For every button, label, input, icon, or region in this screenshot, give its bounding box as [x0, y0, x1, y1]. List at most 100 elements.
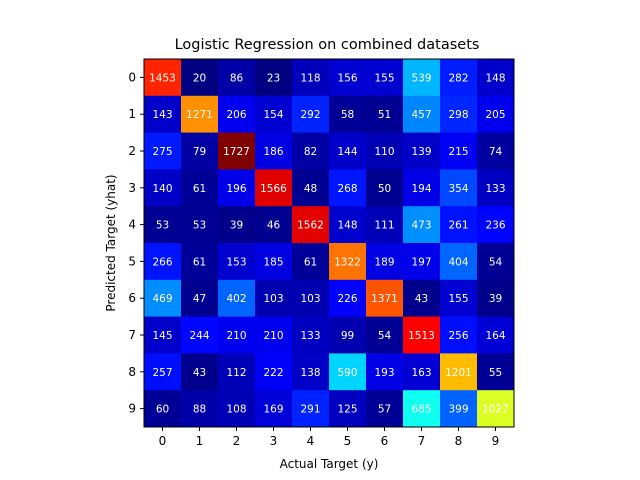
cell-value-label: 196 [226, 183, 246, 195]
x-tick-label: 6 [381, 434, 389, 448]
cell-value-label: 108 [226, 404, 246, 416]
heatmap-cell [477, 316, 515, 354]
heatmap-cell [144, 169, 182, 207]
cell-value-label: 61 [193, 256, 206, 268]
cell-value-label: 145 [152, 330, 172, 342]
y-tick-label: 2 [128, 144, 136, 158]
cell-value-label: 155 [374, 72, 394, 84]
cell-value-label: 206 [226, 109, 246, 121]
cell-value-label: 244 [189, 330, 209, 342]
cell-value-label: 185 [263, 256, 283, 268]
cell-value-label: 1322 [334, 256, 361, 268]
heatmap-cell-labels: 1453 20 86 23 118 156 155 539 282 148 143 1271 206 15… [149, 72, 509, 415]
heatmap-cell [292, 279, 330, 318]
cell-value-label: 1271 [186, 109, 213, 121]
cell-value-label: 23 [267, 72, 280, 84]
cell-value-label: 79 [193, 146, 206, 158]
y-tick-label: 0 [128, 70, 136, 84]
cell-value-label: 55 [489, 367, 502, 379]
heatmap-cell [144, 316, 182, 354]
heatmap-cell [292, 206, 330, 244]
heatmap-cell [218, 316, 256, 354]
heatmap-cell [218, 353, 256, 391]
x-tick-label: 9 [492, 434, 500, 448]
heatmap-cell [255, 243, 293, 281]
heatmap-cell [403, 132, 441, 170]
heatmap-cell [440, 353, 478, 391]
heatmap-cell [144, 279, 182, 318]
heatmap-cell [366, 390, 404, 428]
cell-value-label: 112 [226, 367, 246, 379]
cell-value-label: 54 [489, 256, 503, 268]
cell-value-label: 197 [411, 256, 431, 268]
heatmap-cell [218, 95, 256, 134]
cell-value-label: 1727 [223, 146, 250, 158]
cell-value-label: 1453 [149, 72, 176, 84]
cell-value-label: 43 [193, 367, 206, 379]
heatmap-cell [366, 132, 404, 170]
cell-value-label: 282 [448, 72, 468, 84]
cell-value-label: 61 [304, 256, 317, 268]
cell-value-label: 99 [341, 330, 354, 342]
heatmap-cell [292, 243, 330, 281]
heatmap-cell [366, 95, 404, 134]
cell-value-label: 118 [300, 72, 320, 84]
heatmap-cell [366, 243, 404, 281]
heatmap-cell [181, 95, 219, 134]
heatmap-cell [329, 59, 367, 97]
cell-value-label: 164 [485, 330, 505, 342]
heatmap-cell [181, 353, 219, 391]
heatmap-cell [366, 353, 404, 391]
cell-value-label: 47 [193, 293, 206, 305]
heatmap-cell [255, 132, 293, 170]
cell-value-label: 473 [411, 220, 431, 232]
cell-value-label: 354 [448, 183, 468, 195]
cell-value-label: 138 [300, 367, 320, 379]
x-axis-label: Actual Target (y) [280, 457, 379, 471]
cell-value-label: 156 [337, 72, 357, 84]
cell-value-label: 48 [304, 183, 317, 195]
heatmap-cell [292, 95, 330, 134]
y-tick-label: 5 [128, 254, 136, 268]
y-tick-label: 6 [128, 291, 136, 305]
cell-value-label: 154 [263, 109, 283, 121]
cell-value-label: 140 [152, 183, 172, 195]
heatmap-cell [181, 132, 219, 170]
cell-value-label: 1562 [297, 220, 324, 232]
cell-value-label: 685 [411, 404, 431, 416]
heatmap-cell [477, 279, 515, 318]
chart-title: Logistic Regression on combined datasets [175, 37, 480, 53]
cell-value-label: 39 [230, 220, 243, 232]
heatmap-cell [366, 169, 404, 207]
heatmap-cell [403, 279, 441, 318]
cell-value-label: 1513 [408, 330, 435, 342]
heatmap-cell [329, 169, 367, 207]
heatmap-cell [477, 132, 515, 170]
y-tick-label: 4 [128, 218, 136, 232]
cell-value-label: 125 [337, 404, 357, 416]
cell-value-label: 590 [337, 367, 357, 379]
heatmap-cell [218, 169, 256, 207]
cell-value-label: 469 [152, 293, 172, 305]
cell-value-label: 1566 [260, 183, 287, 195]
cell-value-label: 298 [448, 109, 468, 121]
heatmap-cell [440, 59, 478, 97]
heatmap-cell [218, 206, 256, 244]
heatmap-cell [144, 59, 182, 97]
heatmap-cell [329, 132, 367, 170]
cell-value-label: 82 [304, 146, 317, 158]
heatmap-cell [440, 279, 478, 318]
cell-value-label: 193 [374, 367, 394, 379]
heatmap-cells [144, 59, 515, 428]
heatmap-cell [477, 353, 515, 391]
cell-value-label: 103 [300, 293, 320, 305]
x-tick-label: 3 [270, 434, 278, 448]
heatmap-cell [403, 390, 441, 428]
cell-value-label: 257 [152, 367, 172, 379]
cell-value-label: 144 [337, 146, 357, 158]
heatmap-cell [403, 206, 441, 244]
heatmap-cell [255, 390, 293, 428]
heatmap-cell [440, 132, 478, 170]
cell-value-label: 163 [411, 367, 431, 379]
